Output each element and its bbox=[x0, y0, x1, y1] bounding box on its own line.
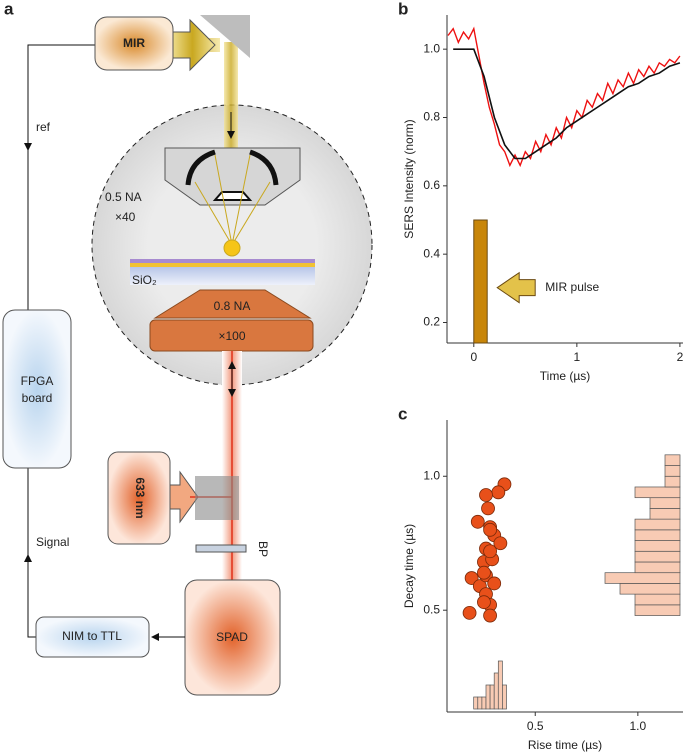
series-line bbox=[453, 48, 681, 160]
substrate bbox=[130, 267, 315, 285]
label: ×100 bbox=[218, 329, 245, 343]
beam bbox=[224, 42, 238, 152]
y-tick-label: 1.0 bbox=[423, 468, 440, 482]
x-tick-label: 2 bbox=[677, 350, 684, 364]
histogram-bar bbox=[481, 696, 487, 710]
histogram-bar bbox=[634, 540, 681, 552]
label: ×40 bbox=[115, 210, 136, 224]
label: 0.5 NA bbox=[105, 190, 142, 204]
label: SiO₂ bbox=[132, 273, 157, 287]
scatter-point bbox=[481, 501, 495, 516]
histogram-bar bbox=[634, 604, 681, 616]
scatter-point bbox=[477, 595, 491, 610]
histogram-bar bbox=[649, 508, 681, 520]
x-axis-label: Time (µs) bbox=[540, 369, 590, 383]
label: ref bbox=[36, 120, 51, 134]
scatter-point bbox=[483, 608, 497, 623]
x-tick-label: 1.0 bbox=[630, 719, 647, 733]
label: MIR bbox=[123, 36, 145, 50]
scatter-point bbox=[483, 544, 497, 559]
histogram-bar bbox=[493, 672, 499, 710]
filter bbox=[195, 544, 247, 553]
scatter-point bbox=[470, 514, 485, 529]
histogram-bar bbox=[634, 529, 681, 541]
histogram-bar bbox=[489, 684, 495, 710]
objective bbox=[153, 289, 312, 319]
histogram-bar bbox=[634, 486, 681, 499]
x-axis-label: Rise time (µs) bbox=[528, 738, 602, 752]
histogram-bar bbox=[502, 684, 507, 710]
histogram-bar bbox=[473, 696, 479, 710]
y-tick-label: 0.6 bbox=[423, 178, 440, 192]
histogram-bar bbox=[634, 518, 681, 531]
label: Signal bbox=[36, 535, 69, 549]
laser bbox=[107, 451, 171, 545]
histogram-bar bbox=[634, 561, 681, 574]
label: FPGA bbox=[21, 374, 54, 388]
mirror bbox=[200, 15, 250, 58]
histogram-bar bbox=[664, 454, 681, 466]
layer bbox=[130, 263, 315, 267]
diagram: a ref Signal MIR 0.5 NA ×40 SiO₂ 0.8 NA … bbox=[2, 0, 373, 696]
histogram-bar bbox=[649, 497, 681, 509]
annotation: MIR pulse bbox=[545, 280, 599, 294]
panel-label: c bbox=[398, 404, 407, 423]
y-axis-label: SERS Intensity (norm) bbox=[402, 119, 416, 238]
label: NIM to TTL bbox=[62, 629, 122, 643]
histogram-bar bbox=[619, 583, 681, 595]
arrow-shape bbox=[169, 18, 216, 72]
histogram-bar bbox=[604, 572, 681, 584]
label: 0.8 NA bbox=[214, 299, 251, 313]
histogram-bar bbox=[664, 475, 681, 488]
histogram-bar bbox=[485, 684, 491, 710]
x-tick-label: 0 bbox=[470, 350, 477, 364]
scatter-point bbox=[487, 576, 502, 591]
wire bbox=[27, 44, 95, 310]
histogram-bar bbox=[497, 660, 503, 710]
label: 633 nm bbox=[133, 477, 147, 518]
x-tick-label: 1 bbox=[574, 350, 581, 364]
objective-mirror bbox=[185, 149, 279, 186]
x-tick-label: 0.5 bbox=[527, 719, 544, 733]
series-line bbox=[447, 26, 681, 168]
panel-label: b bbox=[398, 0, 408, 18]
label: BP bbox=[256, 541, 270, 557]
label: SPAD bbox=[216, 630, 248, 644]
y-tick-label: 1.0 bbox=[423, 41, 440, 55]
histogram-bar bbox=[477, 696, 483, 710]
charts: b 0.2 0.4 0.6 0.8 1.0 0 1 2 SERS Intensity (norm)… bbox=[398, 0, 684, 752]
pulse-bar bbox=[473, 219, 488, 344]
y-tick-label: 0.2 bbox=[423, 315, 440, 329]
wire bbox=[27, 468, 36, 638]
y-axis-label: Decay time (µs) bbox=[402, 524, 416, 608]
y-tick-label: 0.5 bbox=[423, 602, 440, 616]
histogram-bar bbox=[634, 550, 681, 563]
beam-splitter bbox=[195, 476, 239, 520]
y-tick-label: 0.4 bbox=[423, 246, 440, 260]
layer bbox=[130, 259, 315, 263]
mir-source bbox=[94, 16, 174, 71]
scatter-point bbox=[493, 536, 508, 551]
scatter-point bbox=[491, 485, 506, 500]
scatter-point bbox=[479, 488, 493, 502]
y-tick-label: 0.8 bbox=[423, 110, 440, 124]
objective-lens bbox=[212, 191, 253, 201]
particle bbox=[223, 239, 241, 257]
scatter-point bbox=[477, 565, 491, 580]
fpga bbox=[2, 309, 72, 469]
panel-label: a bbox=[4, 0, 14, 18]
converter bbox=[35, 616, 150, 658]
arrow-shape bbox=[169, 470, 199, 524]
histogram-bar bbox=[634, 593, 681, 606]
pulse-arrow bbox=[496, 271, 536, 304]
label: board bbox=[22, 391, 53, 405]
scatter-point bbox=[462, 605, 477, 620]
histogram-bar bbox=[664, 465, 681, 477]
scatter-point bbox=[483, 522, 497, 537]
